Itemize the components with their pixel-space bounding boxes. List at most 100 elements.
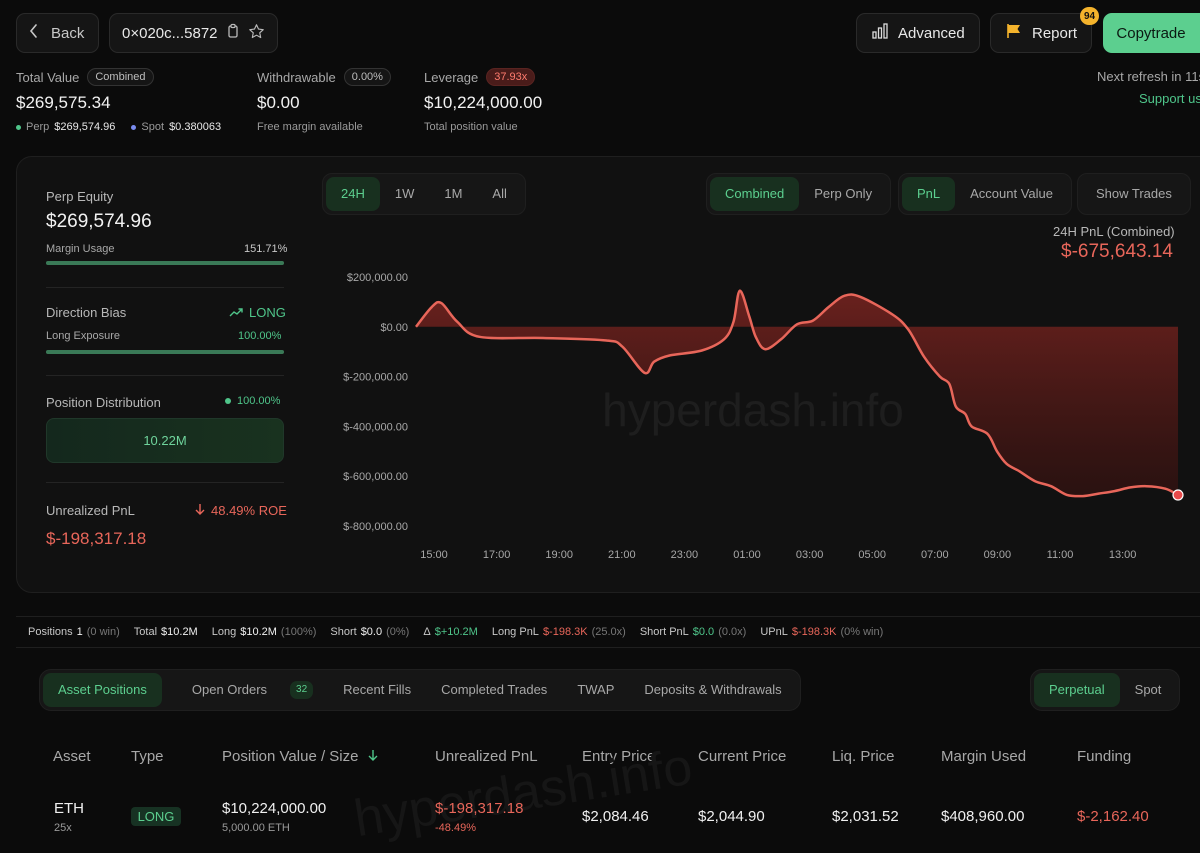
strip-short: Short $0.0 (0%) xyxy=(330,626,409,638)
tab-deposits-withdrawals[interactable]: Deposits & Withdrawals xyxy=(644,682,782,697)
perp-spot-breakdown: Perp $269,574.96 Spot $0.380063 xyxy=(16,121,221,133)
market-perpetual[interactable]: Perpetual xyxy=(1034,673,1120,707)
withdrawable-sub: Free margin available xyxy=(257,121,363,133)
perp-dot xyxy=(16,124,21,130)
range-all[interactable]: All xyxy=(492,186,507,201)
refresh-timer: Next refresh in 11s xyxy=(1097,69,1200,84)
back-button[interactable]: Back xyxy=(16,13,99,53)
tab-open-orders-label: Open Orders xyxy=(191,682,268,697)
strip-positions-win: (0 win) xyxy=(86,626,120,638)
report-count-badge: 94 xyxy=(1080,7,1099,25)
bar-chart-icon xyxy=(872,23,888,43)
show-trades-button[interactable]: Show Trades xyxy=(1096,186,1172,201)
total-value-label: Total Value Combined xyxy=(16,68,154,86)
row-type-badge: LONG xyxy=(131,807,181,826)
col-position-value[interactable]: Position Value / Size xyxy=(222,748,378,765)
market-spot[interactable]: Spot xyxy=(1134,682,1162,697)
direction-value: LONG xyxy=(249,305,286,320)
y-tick-label: $0.00 xyxy=(380,322,408,334)
strip-long-pnl: Long PnL $-198.3K (25.0x) xyxy=(492,626,626,638)
combined-pill: Combined xyxy=(87,68,154,86)
pnl-chart: hyperdash.info $200,000.00 $0.00 $-200,000… xyxy=(343,272,1184,561)
margin-usage-label: Margin Usage xyxy=(46,243,115,255)
x-tick-label: 07:00 xyxy=(921,549,949,561)
margin-usage-track xyxy=(46,261,284,265)
row-unrealized-pnl: $-198,317.18 xyxy=(435,800,524,817)
long-exposure-track xyxy=(46,350,284,354)
col-asset[interactable]: Asset xyxy=(53,748,91,765)
strip-positions: Positions 1 (0 win) xyxy=(28,626,120,638)
total-value-title: Total Value xyxy=(16,69,80,85)
col-type[interactable]: Type xyxy=(131,748,164,765)
report-button[interactable]: Report xyxy=(990,13,1092,53)
star-icon[interactable] xyxy=(248,23,265,44)
arrow-down-icon xyxy=(195,503,205,518)
col-unrealized-pnl[interactable]: Unrealized PnL xyxy=(435,748,538,765)
distribution-percent: 100.00% xyxy=(225,395,280,407)
spot-label: Spot xyxy=(141,121,165,133)
long-exposure-bar xyxy=(46,350,284,354)
roe-value: 48.49% ROE xyxy=(211,503,287,518)
tab-asset-positions[interactable]: Asset Positions xyxy=(43,673,162,707)
strip-delta-label: Δ xyxy=(423,626,431,638)
leverage-label: Leverage 37.93x xyxy=(424,68,536,86)
tab-open-orders[interactable]: Open Orders 32 xyxy=(162,673,328,707)
metric-selector: PnL Account Value xyxy=(898,173,1073,215)
trending-up-icon xyxy=(229,305,243,320)
mode-combined[interactable]: Combined xyxy=(710,177,800,211)
range-24h[interactable]: 24H xyxy=(326,177,380,211)
x-tick-label: 23:00 xyxy=(671,549,699,561)
perp-equity-label: Perp Equity xyxy=(46,189,114,204)
advanced-label: Advanced xyxy=(898,24,965,42)
withdrawable-label: Withdrawable 0.00% xyxy=(257,68,391,86)
leverage-value: $10,224,000.00 xyxy=(424,93,543,112)
range-1w[interactable]: 1W xyxy=(394,186,415,201)
perp-value: $269,574.96 xyxy=(54,121,116,133)
col-margin-used[interactable]: Margin Used xyxy=(941,748,1027,765)
y-axis: $200,000.00 $0.00 $-200,000.00 $-400,000.00… xyxy=(343,272,408,533)
range-1m[interactable]: 1M xyxy=(444,186,463,201)
copytrade-button[interactable]: Copytrade xyxy=(1103,13,1200,53)
row-asset[interactable]: ETH xyxy=(54,800,84,817)
row-position-size: 5,000.00 ETH xyxy=(222,822,290,834)
row-margin-used: $408,960.00 xyxy=(941,808,1025,825)
col-funding[interactable]: Funding xyxy=(1077,748,1132,765)
divider xyxy=(46,287,284,288)
strip-long-label: Long xyxy=(211,626,237,638)
tab-completed-trades[interactable]: Completed Trades xyxy=(441,682,548,697)
col-entry-price[interactable]: Entry Price xyxy=(582,748,656,765)
advanced-button[interactable]: Advanced xyxy=(856,13,980,53)
y-tick-label: $-600,000.00 xyxy=(343,471,408,483)
strip-delta: Δ $+10.2M xyxy=(423,626,477,638)
strip-long: Long $10.2M (100%) xyxy=(212,626,317,638)
strip-delta-value: $+10.2M xyxy=(434,626,478,638)
roe-indicator: 48.49% ROE xyxy=(195,503,287,518)
divider xyxy=(46,375,284,376)
strip-long-pct: (100%) xyxy=(280,626,317,638)
metric-account-value[interactable]: Account Value xyxy=(970,186,1054,201)
tab-recent-fills[interactable]: Recent Fills xyxy=(343,682,412,697)
strip-upnl-value: $-198.3K xyxy=(791,626,837,638)
row-unrealized-pnl-pct: -48.49% xyxy=(435,822,476,834)
unrealized-pnl-label: Unrealized PnL xyxy=(46,503,135,518)
long-exposure-label: Long Exposure xyxy=(46,330,120,342)
metric-pnl[interactable]: PnL xyxy=(902,177,956,211)
strip-short-pnl: Short PnL $0.0 (0.0x) xyxy=(640,626,746,638)
strip-short-pnl-value: $0.0 xyxy=(692,626,715,638)
range-selector: 24H 1W 1M All xyxy=(322,173,526,215)
row-funding: $-2,162.40 xyxy=(1077,808,1149,825)
x-tick-label: 15:00 xyxy=(420,549,448,561)
support-link[interactable]: Support us xyxy=(1139,91,1200,106)
divider xyxy=(46,482,284,483)
strip-total-value: $10.2M xyxy=(161,626,198,638)
copy-icon[interactable] xyxy=(226,23,240,43)
leverage-title: Leverage xyxy=(424,69,479,85)
distribution-bar[interactable]: 10.22M xyxy=(46,418,284,463)
col-liq-price[interactable]: Liq. Price xyxy=(832,748,895,765)
flag-icon xyxy=(1006,23,1022,43)
tab-twap[interactable]: TWAP xyxy=(577,682,615,697)
withdrawable-title: Withdrawable xyxy=(257,69,336,85)
strip-long-pnl-x: (25.0x) xyxy=(591,626,626,638)
mode-perp-only[interactable]: Perp Only xyxy=(814,186,873,201)
col-current-price[interactable]: Current Price xyxy=(698,748,787,765)
